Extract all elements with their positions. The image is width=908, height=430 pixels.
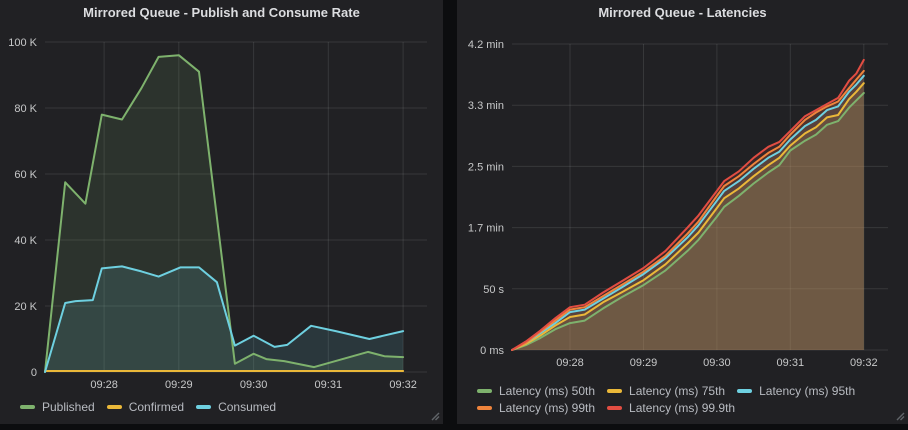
series-area xyxy=(45,266,404,372)
y-axis-tick-label: 0 xyxy=(31,367,37,379)
legend-label: Latency (ms) 50th xyxy=(499,384,596,398)
series-color-swatch xyxy=(477,389,492,393)
series-area xyxy=(512,83,864,350)
legend: Latency (ms) 50th Latency (ms) 75th Latenc… xyxy=(457,380,908,415)
series-area xyxy=(512,59,864,351)
legend-label: Latency (ms) 99.9th xyxy=(629,401,736,415)
series-color-swatch xyxy=(737,389,753,393)
legend-item[interactable]: Latency (ms) 99.9th xyxy=(607,401,735,415)
x-axis-tick-label: 09:32 xyxy=(389,379,417,391)
y-axis-tick-label: 80 K xyxy=(14,103,37,115)
y-axis-tick-label: 3.3 min xyxy=(468,100,504,112)
legend-item[interactable]: Consumed xyxy=(196,400,276,414)
y-axis-tick-label: 40 K xyxy=(14,235,37,247)
legend-item[interactable]: Confirmed xyxy=(106,400,185,414)
series-line xyxy=(511,74,865,351)
series-line xyxy=(44,265,405,373)
x-axis-tick-label: 09:30 xyxy=(240,379,268,391)
latencies-chart[interactable]: 0 ms 50 s 1.7 min 2.5 min 3.3 min 4.2 min 09:2… xyxy=(457,26,908,380)
x-axis-tick-label: 09:28 xyxy=(90,379,118,391)
series-line xyxy=(511,58,865,351)
legend-label: Latency (ms) 99th xyxy=(499,401,596,415)
legend-label: Latency (ms) 75th xyxy=(629,384,726,398)
series-area xyxy=(45,55,404,372)
series-color-swatch xyxy=(20,405,35,409)
series-line xyxy=(511,92,865,351)
x-axis-tick-label: 09:28 xyxy=(556,357,584,369)
series-area xyxy=(512,93,864,350)
resize-handle-icon[interactable] xyxy=(896,412,905,421)
series-color-swatch xyxy=(607,389,623,393)
y-axis-tick-label: 4.2 min xyxy=(468,39,504,51)
x-axis-tick-label: 09:31 xyxy=(315,379,343,391)
legend-label: Published xyxy=(42,400,95,414)
x-axis-tick-label: 09:29 xyxy=(165,379,193,391)
x-axis-tick-label: 09:30 xyxy=(703,357,731,369)
legend: Published Confirmed Consumed xyxy=(0,396,443,414)
legend-item[interactable]: Latency (ms) 95th xyxy=(737,384,855,398)
legend-row: Latency (ms) 50th Latency (ms) 75th Latenc… xyxy=(477,384,908,398)
publish-consume-chart[interactable]: 0 20 K 40 K 60 K 80 K 100 K 09:28 09:29 09:30 09:… xyxy=(0,26,443,396)
series-area xyxy=(512,75,864,351)
x-axis-tick-label: 09:32 xyxy=(850,357,878,369)
legend-item[interactable]: Latency (ms) 50th xyxy=(477,384,595,398)
panel-latencies: Mirrored Queue - Latencies 0 ms 50 s 1.7 m… xyxy=(457,0,908,424)
y-axis-tick-label: 0 ms xyxy=(480,345,504,357)
x-axis-tick-label: 09:31 xyxy=(777,357,805,369)
y-axis-tick-label: 20 K xyxy=(14,301,37,313)
legend-row: Latency (ms) 99th Latency (ms) 99.9th xyxy=(477,401,908,415)
series-color-swatch xyxy=(106,405,122,409)
panel-title[interactable]: Mirrored Queue - Publish and Consume Rat… xyxy=(83,5,360,20)
series-line xyxy=(44,54,405,373)
legend-label: Consumed xyxy=(218,400,277,414)
legend-item[interactable]: Latency (ms) 99th xyxy=(477,401,595,415)
x-axis-tick-label: 09:29 xyxy=(630,357,658,369)
legend-label: Latency (ms) 95th xyxy=(759,384,856,398)
y-axis-tick-label: 50 s xyxy=(483,284,504,296)
y-axis-tick-label: 1.7 min xyxy=(468,223,504,235)
series-line xyxy=(511,82,865,351)
legend-row: Published Confirmed Consumed xyxy=(20,400,443,414)
legend-label: Confirmed xyxy=(128,400,185,414)
y-axis-tick-label: 2.5 min xyxy=(468,161,504,173)
series-color-swatch xyxy=(196,405,212,409)
series-color-swatch xyxy=(607,406,623,410)
series-line xyxy=(511,69,865,351)
legend-item[interactable]: Latency (ms) 75th xyxy=(607,384,725,398)
legend-item[interactable]: Published xyxy=(20,400,95,414)
panel-publish-consume-rate: Mirrored Queue - Publish and Consume Rat… xyxy=(0,0,443,424)
resize-handle-icon[interactable] xyxy=(431,412,440,421)
series-area xyxy=(512,70,864,351)
y-axis-tick-label: 60 K xyxy=(14,169,37,181)
series-color-swatch xyxy=(477,406,492,410)
panel-title[interactable]: Mirrored Queue - Latencies xyxy=(598,5,767,20)
y-axis-tick-label: 100 K xyxy=(8,37,37,49)
